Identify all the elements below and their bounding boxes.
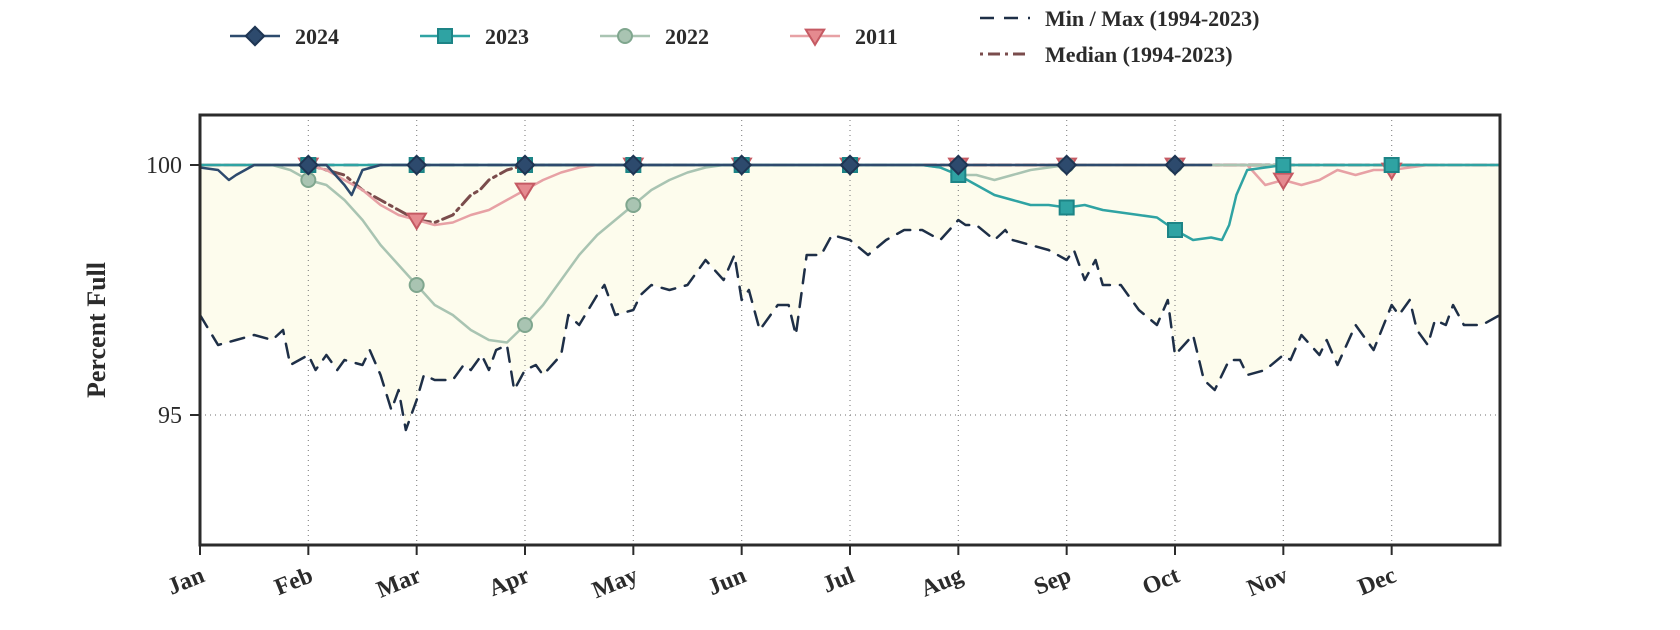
xtick-label: Jan <box>164 562 208 600</box>
chart-container: 95 100 Percent Full Jan Feb Mar Apr May Jun Jul Au… <box>0 0 1680 630</box>
xtick-label: May <box>589 562 642 604</box>
xtick-label: Nov <box>1244 562 1292 602</box>
xtick-label: Oct <box>1139 562 1183 600</box>
xtick-label: Feb <box>271 562 317 601</box>
xtick-label: Apr <box>485 562 533 602</box>
xtick-label: Aug <box>917 562 966 602</box>
legend-label-2011: 2011 <box>855 24 898 49</box>
legend-label-median: Median (1994-2023) <box>1045 42 1233 67</box>
xtick-label: Mar <box>373 562 425 603</box>
xtick-label: Jul <box>819 562 859 598</box>
legend-label-2022: 2022 <box>665 24 709 49</box>
xtick-label: Sep <box>1031 562 1075 600</box>
legend-label-2023: 2023 <box>485 24 529 49</box>
legend-label-minmax: Min / Max (1994-2023) <box>1045 6 1259 31</box>
legend-label-2024: 2024 <box>295 24 339 49</box>
xtick-label: Jun <box>704 562 750 601</box>
ytick-label: 95 <box>158 403 182 429</box>
y-axis-label: Percent Full <box>82 262 111 398</box>
xtick-label: Dec <box>1354 562 1400 601</box>
ytick-label: 100 <box>146 153 182 179</box>
chart-svg: 95 100 Percent Full Jan Feb Mar Apr May Jun Jul Au… <box>0 0 1680 630</box>
